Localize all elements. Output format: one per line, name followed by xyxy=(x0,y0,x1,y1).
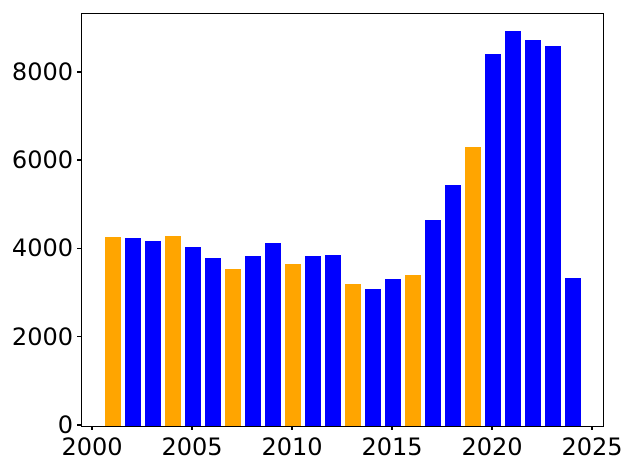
bar-2010 xyxy=(285,263,301,426)
x-tick-2010 xyxy=(291,426,293,430)
x-tick-label-2010: 2010 xyxy=(261,433,323,461)
bar-2008 xyxy=(245,256,261,426)
x-tick-2005 xyxy=(191,426,193,430)
bar-2001 xyxy=(105,237,121,426)
bar-2019 xyxy=(465,146,481,426)
x-tick-2025 xyxy=(591,426,593,430)
y-tick-label-2000: 2000 xyxy=(11,322,73,351)
x-tick-2015 xyxy=(391,426,393,430)
bar-2016 xyxy=(405,275,421,426)
bar-2003 xyxy=(145,241,161,426)
bar-2014 xyxy=(365,289,381,426)
bar-2021 xyxy=(505,30,521,426)
bar-2002 xyxy=(125,237,141,426)
bar-2017 xyxy=(425,219,441,426)
bar-2024 xyxy=(565,278,581,426)
bar-2022 xyxy=(525,40,541,426)
y-tick-label-0: 0 xyxy=(57,411,73,439)
x-tick-label-2020: 2020 xyxy=(461,433,523,461)
x-tick-label-2000: 2000 xyxy=(61,433,123,461)
bar-2007 xyxy=(225,269,241,426)
bar-2011 xyxy=(305,256,321,426)
y-tick-4000 xyxy=(77,247,81,250)
x-tick-label-2005: 2005 xyxy=(161,433,223,461)
bar-2009 xyxy=(265,243,281,426)
y-tick-label-8000: 8000 xyxy=(11,57,73,86)
y-tick-label-6000: 6000 xyxy=(11,146,73,174)
plot-area xyxy=(81,13,604,427)
x-tick-2020 xyxy=(491,426,493,430)
bar-2020 xyxy=(485,54,501,426)
bar-2018 xyxy=(445,184,461,426)
y-tick-label-4000: 4000 xyxy=(11,234,73,263)
bar-2005 xyxy=(185,246,201,426)
bar-2015 xyxy=(385,278,401,426)
bar-2012 xyxy=(325,254,341,426)
x-tick-2000 xyxy=(91,426,93,430)
y-tick-2000 xyxy=(77,335,81,338)
y-tick-8000 xyxy=(77,71,81,73)
bar-2023 xyxy=(545,45,561,426)
x-tick-label-2025: 2025 xyxy=(561,433,623,461)
bar-2004 xyxy=(165,236,181,426)
bar-2013 xyxy=(345,283,361,426)
y-tick-0 xyxy=(77,424,81,426)
x-tick-label-2015: 2015 xyxy=(361,433,423,461)
y-tick-6000 xyxy=(77,159,81,161)
bar-2006 xyxy=(205,258,221,426)
